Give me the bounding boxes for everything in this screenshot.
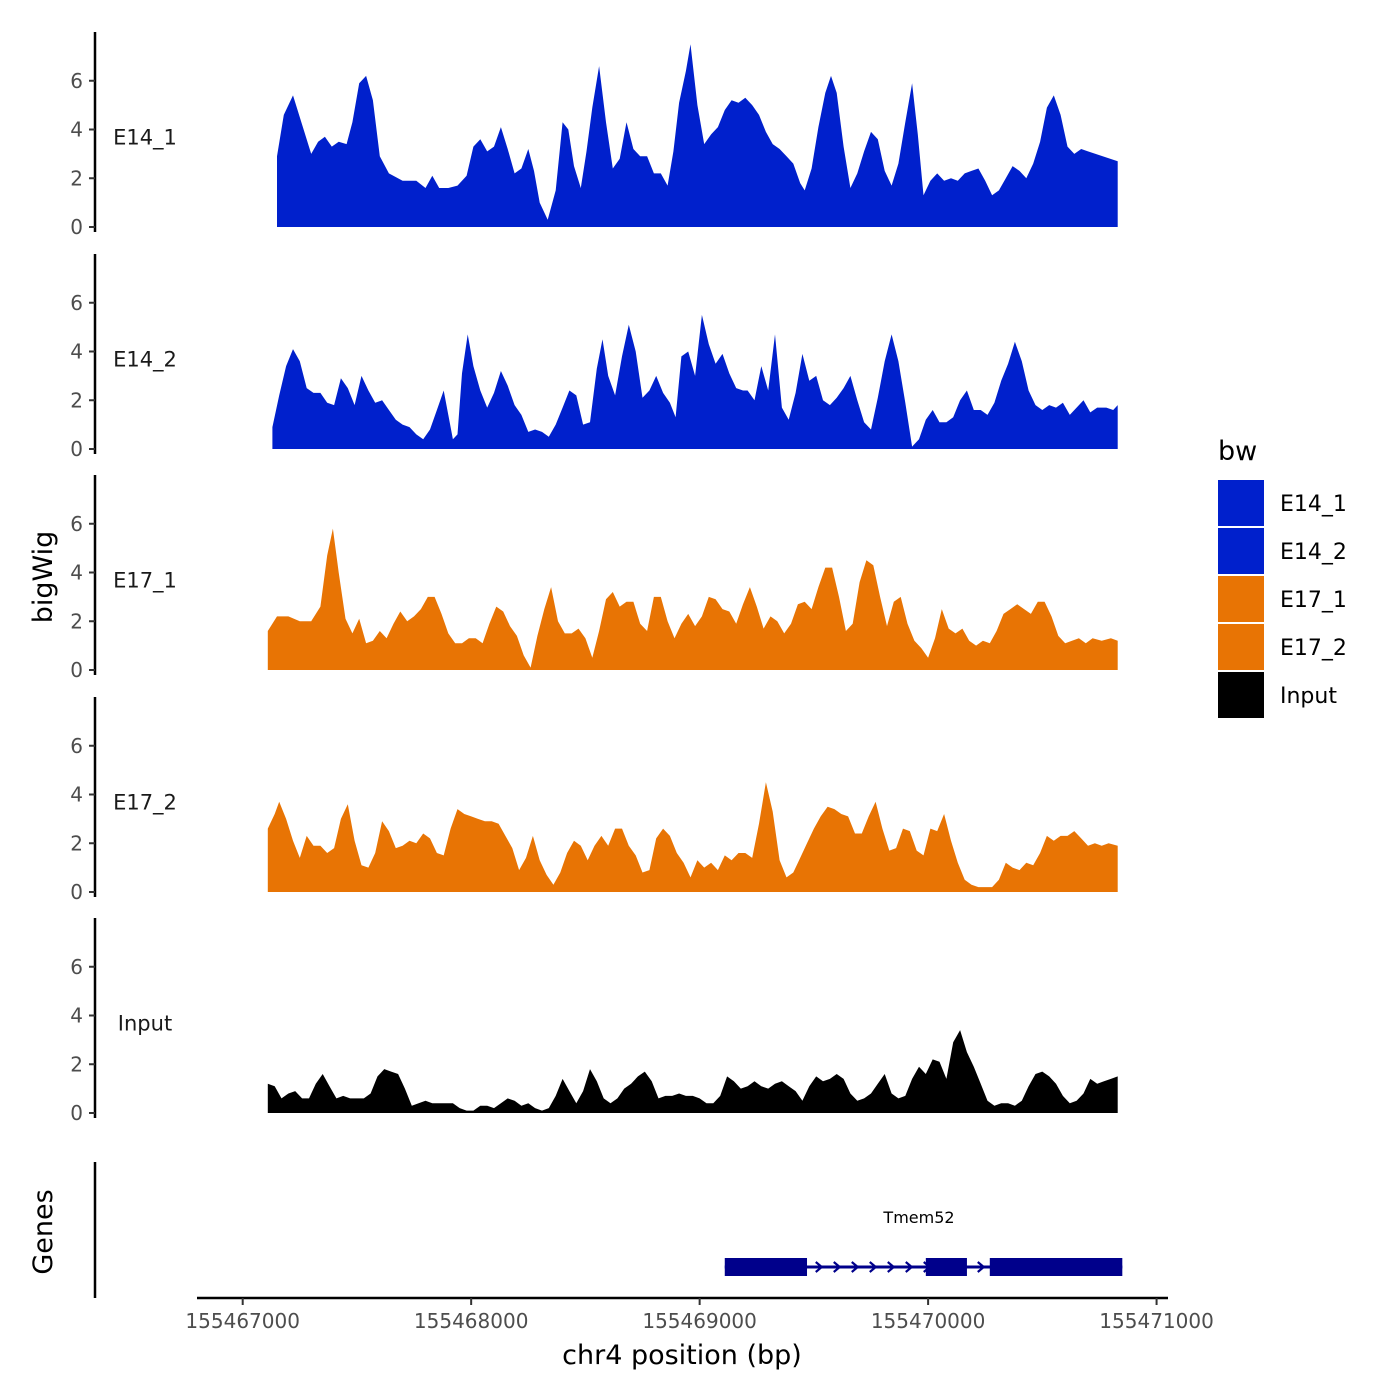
x-tick-label: 155467000 <box>185 1309 300 1333</box>
x-tick-label: 155468000 <box>414 1309 529 1333</box>
x-axis: 155467000 155468000 155469000 155470000 1554… <box>185 1296 1214 1333</box>
signal-area <box>277 44 1118 228</box>
signal-area <box>267 1030 1118 1113</box>
track-e17-2: 0 2 4 6 E17_2 <box>70 697 1118 904</box>
track-e14-2: 0 2 4 6 E14_2 <box>70 254 1118 461</box>
y-tick-label: 4 <box>70 561 83 585</box>
genes-axis-title: Genes <box>28 1189 59 1274</box>
strand-arrow-icon <box>977 1261 986 1273</box>
track-label: E14_2 <box>113 348 177 373</box>
legend-label: Input <box>1280 684 1337 709</box>
track-label: E17_1 <box>113 569 177 594</box>
track-label: E17_2 <box>113 791 177 816</box>
signal-tracks: 0 2 4 6 E14_1 0 2 4 6 E14_2 0 2 4 6 E17_1 0 2 4 6 E17_2 0 2 4 6… <box>70 32 1118 1125</box>
gene-tmem52: Tmem52 <box>724 1208 1123 1276</box>
legend-key <box>1218 480 1264 526</box>
signal-area <box>272 314 1118 449</box>
y-tick-label: 6 <box>70 734 83 758</box>
track-label: Input <box>118 1012 172 1036</box>
genes-panel: Tmem52 <box>93 1162 1123 1298</box>
y-tick-label: 4 <box>70 118 83 142</box>
legend-label: E17_2 <box>1280 636 1347 661</box>
y-tick-label: 0 <box>70 437 83 461</box>
y-tick-label: 4 <box>70 1004 83 1028</box>
y-tick-label: 6 <box>70 291 83 315</box>
track-e14-1: 0 2 4 6 E14_1 <box>70 32 1118 239</box>
strand-arrow-icon <box>851 1261 860 1273</box>
strand-arrow-icon <box>869 1261 878 1273</box>
legend-key <box>1218 576 1264 622</box>
y-tick-label: 0 <box>70 880 83 904</box>
y-tick-label: 2 <box>70 166 83 190</box>
legend-label: E17_1 <box>1280 588 1347 613</box>
legend-key <box>1218 672 1264 718</box>
x-tick-label: 155469000 <box>642 1309 757 1333</box>
y-tick-label: 2 <box>70 609 83 633</box>
x-axis-title: chr4 position (bp) <box>562 1340 802 1371</box>
strand-arrow-icon <box>905 1261 914 1273</box>
y-tick-label: 6 <box>70 955 83 979</box>
legend-key <box>1218 624 1264 670</box>
y-axis-title: bigWig <box>28 531 59 624</box>
legend: bw E14_1 E14_2 E17_1 E17_2 Input <box>1218 436 1347 718</box>
track-input: 0 2 4 6 Input <box>70 918 1118 1125</box>
x-tick-label: 155470000 <box>871 1309 986 1333</box>
y-tick-label: 0 <box>70 658 83 682</box>
legend-label: E14_1 <box>1280 492 1347 517</box>
gene-exon <box>989 1258 1123 1276</box>
y-tick-label: 6 <box>70 512 83 536</box>
legend-title: bw <box>1218 436 1257 467</box>
y-tick-label: 2 <box>70 388 83 412</box>
signal-area <box>267 528 1118 670</box>
y-tick-label: 6 <box>70 69 83 93</box>
signal-area <box>267 782 1118 892</box>
gene-label: Tmem52 <box>882 1208 954 1227</box>
strand-arrow-icon <box>887 1261 896 1273</box>
y-tick-label: 0 <box>70 1101 83 1125</box>
track-label: E14_1 <box>113 126 177 151</box>
y-tick-label: 2 <box>70 1052 83 1076</box>
gene-exon <box>724 1258 808 1276</box>
gene-exon <box>925 1258 967 1276</box>
x-tick-label: 155471000 <box>1099 1309 1214 1333</box>
y-tick-label: 0 <box>70 215 83 239</box>
legend-label: E14_2 <box>1280 540 1347 565</box>
strand-arrow-icon <box>815 1261 824 1273</box>
y-tick-label: 2 <box>70 831 83 855</box>
y-tick-label: 4 <box>70 340 83 364</box>
y-tick-label: 4 <box>70 783 83 807</box>
strand-arrow-icon <box>833 1261 842 1273</box>
track-e17-1: 0 2 4 6 E17_1 <box>70 475 1118 682</box>
legend-key <box>1218 528 1264 574</box>
